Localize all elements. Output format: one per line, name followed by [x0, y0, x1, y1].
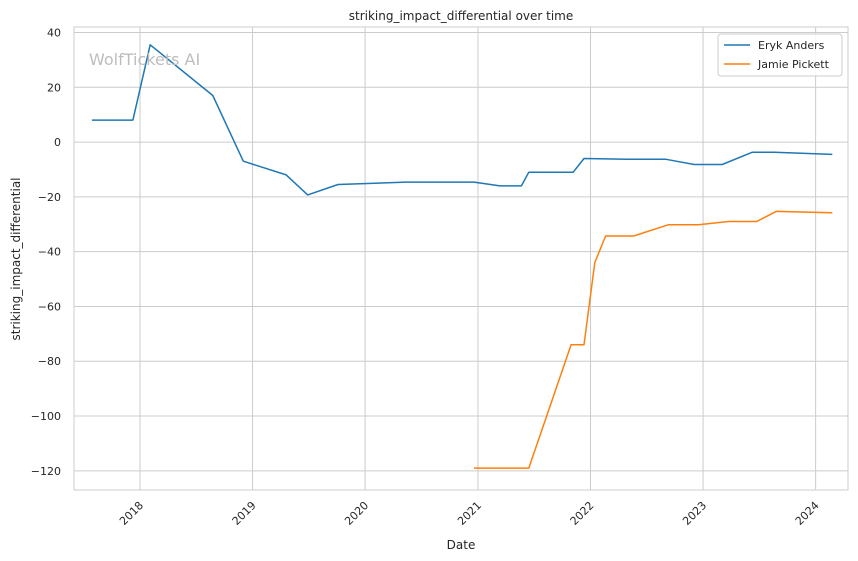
legend-label-jamie-pickett: Jamie Pickett: [757, 58, 830, 71]
y-tick-label: −120: [31, 465, 61, 478]
series-lines: [91, 44, 833, 469]
series-line-jamie-pickett: [474, 210, 833, 469]
plot-frame: [73, 26, 849, 491]
y-tick-label: 40: [47, 26, 61, 39]
watermark: WolfTickets AI: [89, 50, 200, 69]
legend: Eryk Anders Jamie Pickett: [717, 33, 843, 77]
grid-lines: [74, 27, 848, 490]
legend-label-eryk-anders: Eryk Anders: [758, 39, 825, 52]
y-tick-label: −40: [38, 246, 61, 259]
y-tick-label: −100: [31, 410, 61, 423]
y-tick-label: −60: [38, 300, 61, 313]
y-tick-label: −80: [38, 355, 61, 368]
series-line-eryk-anders: [91, 44, 833, 196]
y-axis-ticks: 40 20 0 −20 −40 −60 −80 −100 −120: [31, 26, 61, 477]
x-axis-label: Date: [447, 538, 476, 552]
y-tick-label: −20: [38, 191, 61, 204]
y-axis-label: striking_impact_differential: [9, 177, 23, 340]
y-tick-label: 0: [54, 136, 61, 149]
chart-title: striking_impact_differential over time: [349, 9, 574, 23]
y-tick-label: 20: [47, 81, 61, 94]
